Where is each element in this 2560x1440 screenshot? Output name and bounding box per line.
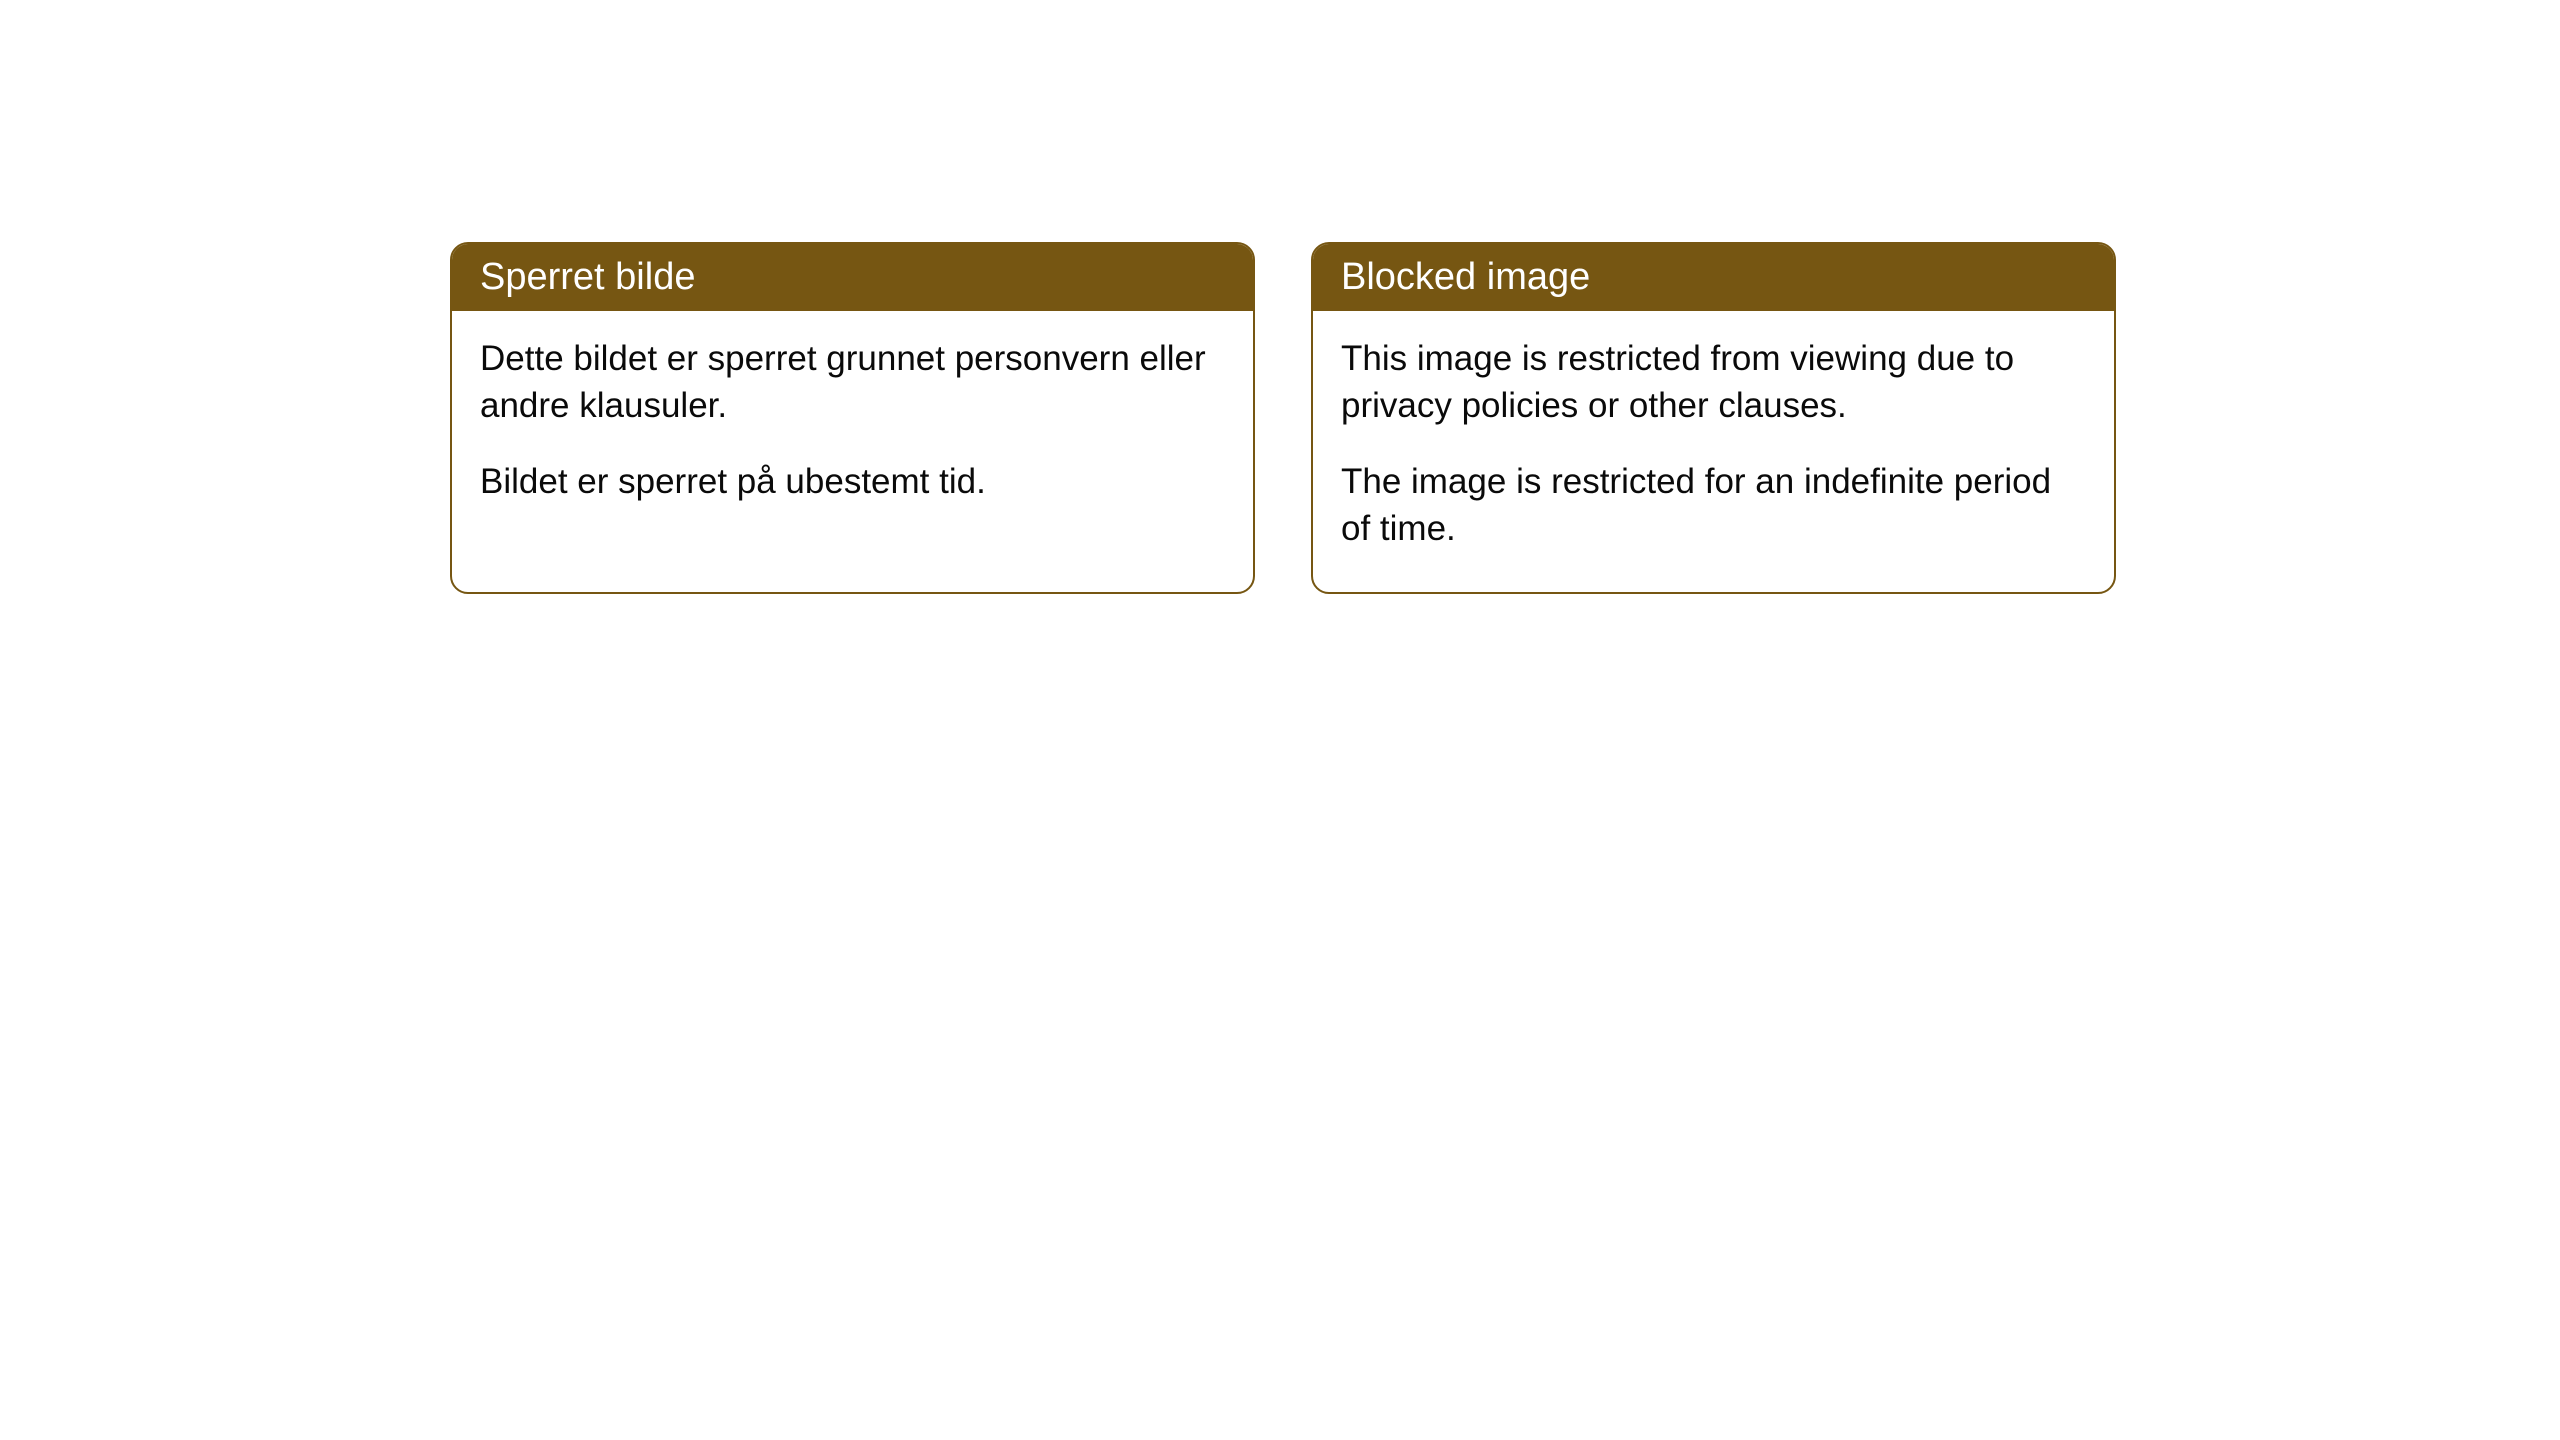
notice-body-english: This image is restricted from viewing du… <box>1313 311 2114 592</box>
notice-cards-container: Sperret bilde Dette bildet er sperret gr… <box>450 242 2116 594</box>
notice-text-norwegian-1: Dette bildet er sperret grunnet personve… <box>480 335 1225 430</box>
notice-card-english: Blocked image This image is restricted f… <box>1311 242 2116 594</box>
notice-text-english-1: This image is restricted from viewing du… <box>1341 335 2086 430</box>
notice-header-norwegian: Sperret bilde <box>452 244 1253 311</box>
notice-card-norwegian: Sperret bilde Dette bildet er sperret gr… <box>450 242 1255 594</box>
notice-body-norwegian: Dette bildet er sperret grunnet personve… <box>452 311 1253 545</box>
notice-header-english: Blocked image <box>1313 244 2114 311</box>
notice-text-norwegian-2: Bildet er sperret på ubestemt tid. <box>480 458 1225 505</box>
notice-text-english-2: The image is restricted for an indefinit… <box>1341 458 2086 553</box>
